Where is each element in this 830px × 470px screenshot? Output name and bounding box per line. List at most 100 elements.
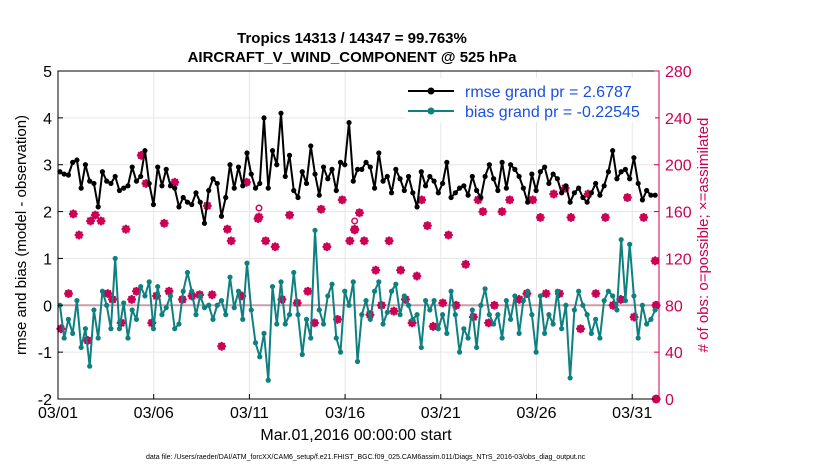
rmse-point [537,169,543,175]
bias-point [546,312,552,318]
obs-assimilated-marker [164,286,174,296]
rmse-point [295,194,301,201]
rmse-point [627,176,633,182]
bias-point [184,269,191,276]
obs-assimilated-marker [497,207,507,217]
bias-point [350,279,356,285]
bias-point [121,300,127,306]
obs-assimilated-marker [600,212,610,222]
y-tick-label: 1 [43,251,52,268]
x-tick-label: 03/21 [421,405,461,422]
bias-point [469,307,475,313]
bias-point [601,298,607,304]
rmse-point [401,187,407,194]
rmse-point [644,187,650,194]
bias-point [397,312,403,318]
obs-assimilated-marker [359,236,369,246]
obs-assimilated-marker [354,208,364,218]
bias-point [452,312,458,318]
bias-point [427,307,433,313]
rmse-point [469,173,475,180]
bias-point [631,293,637,299]
rmse-point [571,190,577,196]
bias-point [559,326,565,332]
rmse-point [516,173,522,180]
obs-assimilated-marker [350,225,360,235]
rmse-point [320,164,327,170]
bias-point [418,344,424,351]
data-file-footnote: data file: /Users/raeder/DAI/ATM_forcXX/… [146,454,586,461]
y-tick-label: 4 [43,111,52,128]
rmse-point [635,180,641,187]
rmse-point [431,178,437,184]
obs-assimilated-marker [217,341,227,351]
bias-point [525,288,531,294]
rmse-point [65,172,72,178]
rmse-point [167,183,174,189]
bias-point [206,302,212,308]
rmse-series [57,110,658,226]
rmse-point [554,176,560,182]
y-right-tick-label: 80 [665,298,683,315]
obs-assimilated-marker [74,230,84,240]
rmse-point [499,159,505,165]
bias-point [465,335,471,341]
rmse-point [337,159,344,165]
bias-point [495,312,501,318]
obs-assimilated-marker [576,324,586,334]
obs-possible-marker [255,204,263,212]
obs-assimilated-marker [566,212,576,222]
rmse-point [214,180,220,187]
bias-point [486,312,492,318]
bias-point [189,288,195,294]
rmse-point [550,171,556,177]
right-axis-ticks: 0 40 80 120 160 200 240 280 [654,64,692,409]
rmse-point [129,164,135,170]
rmse-point [652,192,658,198]
rmse-point [350,178,356,184]
rmse-point [601,183,607,189]
bias-point [180,288,186,294]
rmse-point [308,143,314,149]
rmse-point [325,176,331,182]
rmse-point [422,183,429,189]
obs-assimilated-marker [345,236,355,246]
obs-assimilated-marker [303,286,313,296]
bias-point [533,349,539,355]
bias-point [223,312,229,318]
bias-point [95,335,101,341]
rmse-point [520,185,526,191]
rmse-point [393,166,399,172]
rmse-point [376,150,382,156]
rmse-point [142,148,148,154]
obs-assimilated-marker [528,195,538,205]
rmse-point [163,166,169,172]
rmse-point [180,194,186,201]
obs-assimilated-marker [616,294,626,304]
bias-point [261,330,267,336]
bias-point [104,302,110,308]
rmse-point [286,152,293,158]
obs-assimilated-marker [371,265,381,275]
bias-point [448,288,454,294]
rmse-point [231,185,237,191]
rmse-point [329,166,335,172]
bias-point [499,335,505,341]
bias-point [167,293,174,299]
y-tick-label: 0 [43,298,52,315]
rmse-point [104,178,110,184]
bias-point [359,312,365,318]
rmse-point [559,190,565,196]
rmse-point [91,180,97,187]
rmse-point [588,190,594,196]
bias-point [618,237,624,243]
obs-assimilated-marker [489,300,499,310]
bias-point [142,293,148,299]
rmse-point [380,178,386,184]
rmse-point [605,169,612,175]
rmse-point [508,162,514,168]
bias-point [431,298,437,304]
obs-assimilated-marker [64,289,74,299]
bias-point [333,335,339,341]
obs-assimilated-marker [121,224,131,234]
